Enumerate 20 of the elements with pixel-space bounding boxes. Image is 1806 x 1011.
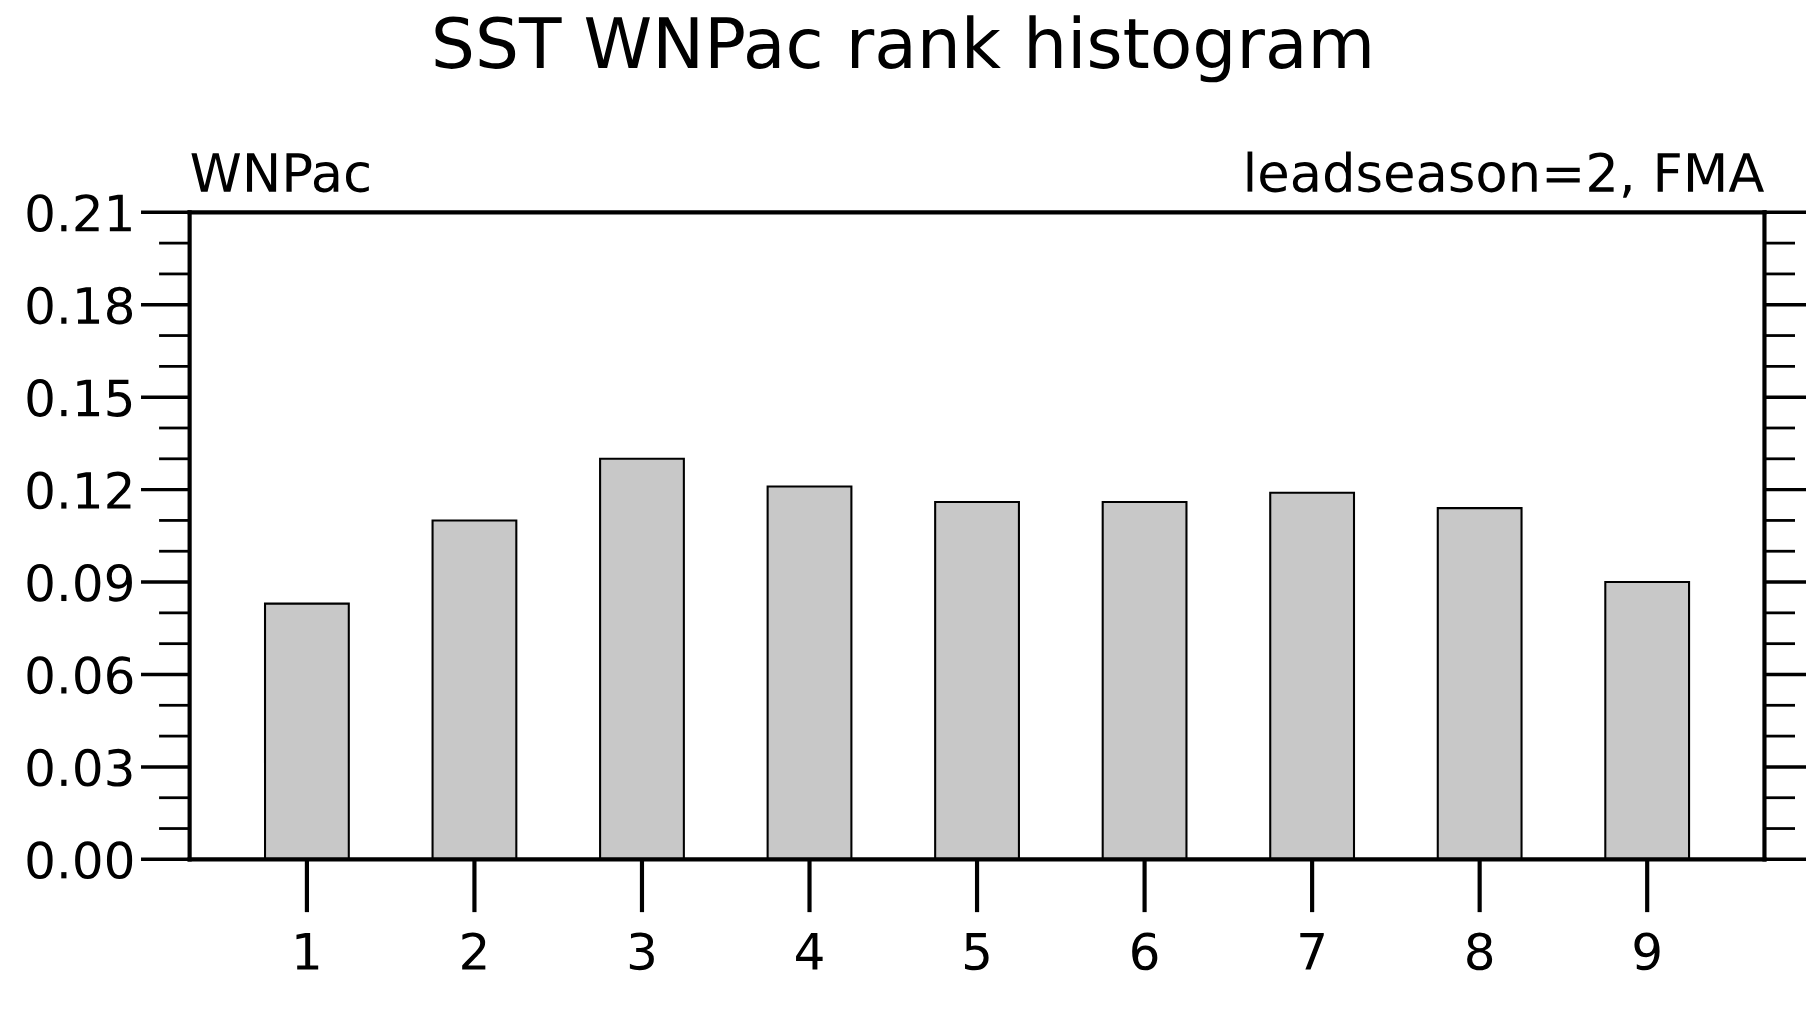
text: leadseason=2, FMA	[1247, 151, 1765, 198]
y-tick-label: 0.03	[27, 748, 132, 787]
x-tick-label: 7	[1300, 933, 1324, 970]
y-tick-label: 0.09	[27, 563, 132, 602]
x-tick-label: 5	[965, 933, 989, 971]
y-tick-label: 0.12	[27, 471, 131, 510]
y-tick-label: 0.06	[27, 656, 133, 695]
x-tick-label: 2	[462, 932, 486, 970]
x-tick-label: 8	[1467, 932, 1493, 971]
y-tick-label: 0.15	[27, 379, 132, 417]
y-tick-label: 0.21	[27, 194, 131, 233]
chart-title: SST WNPac rank histogram	[435, 15, 1370, 83]
x-tick-label: 9	[1634, 932, 1660, 971]
y-tick-label: 0.18	[27, 286, 133, 325]
text: WNPac	[191, 153, 369, 193]
x-tick-label: 6	[1132, 932, 1158, 971]
y-tick-label: 0.00	[27, 841, 133, 880]
x-tick-label: 1	[296, 933, 319, 970]
x-tick-label: 4	[796, 933, 823, 970]
x-tick-label: 3	[629, 932, 654, 971]
